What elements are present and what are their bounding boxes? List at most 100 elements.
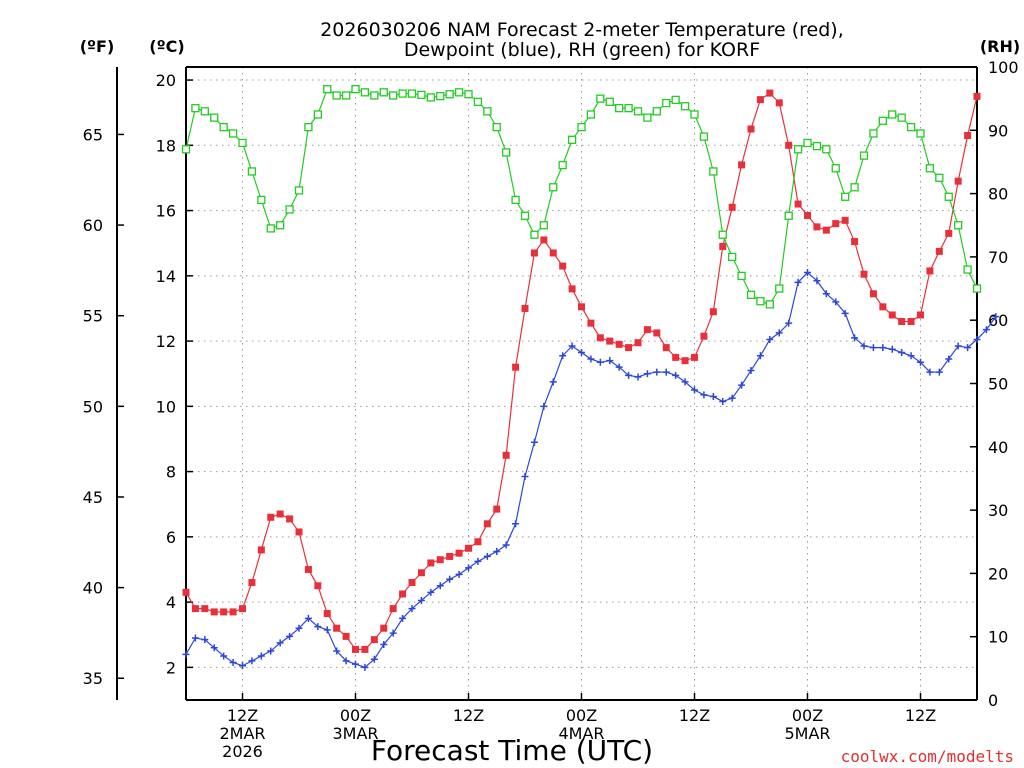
x-axis-tick-label: 2MAR (219, 724, 265, 743)
data-point (793, 145, 803, 154)
data-point (540, 236, 548, 244)
data-point (512, 363, 520, 371)
data-point (182, 650, 190, 658)
data-point (257, 195, 266, 205)
data-point (493, 505, 501, 513)
data-point (379, 88, 388, 97)
data-point (643, 370, 651, 378)
data-point (521, 304, 529, 312)
data-point (653, 329, 661, 337)
data-point (220, 608, 228, 616)
data-point (520, 211, 530, 220)
data-point (897, 113, 906, 122)
data-point (804, 269, 811, 277)
data-point (756, 297, 765, 306)
celsius-tick-label: 18 (156, 136, 176, 155)
data-point (803, 138, 812, 148)
data-point (228, 129, 238, 138)
data-point (182, 588, 190, 596)
data-point (314, 582, 322, 590)
data-point (813, 277, 821, 285)
data-point (191, 634, 199, 642)
data-point (294, 186, 304, 195)
data-point (832, 298, 840, 306)
data-point (813, 223, 821, 231)
data-point (323, 610, 331, 618)
data-point (219, 122, 228, 132)
data-point (333, 647, 341, 655)
data-point (568, 285, 576, 293)
data-point (879, 303, 887, 311)
data-point (238, 138, 247, 148)
data-point (973, 92, 981, 100)
celsius-tick-label: 6 (166, 528, 176, 547)
data-point (700, 391, 708, 399)
data-point (323, 85, 332, 94)
data-point (549, 378, 557, 386)
data-point (210, 608, 218, 616)
data-point (426, 93, 435, 102)
data-point (784, 211, 793, 220)
data-point (436, 582, 444, 590)
data-point (341, 91, 351, 100)
data-point (672, 353, 680, 361)
source-credit: coolwx.com/modelts (841, 747, 1014, 766)
rh-tick-label: 20 (988, 564, 1008, 583)
data-point (483, 520, 491, 528)
data-point (473, 97, 483, 106)
data-point (201, 636, 209, 644)
chart-title-line2: Dewpoint (blue), RH (green) for KORF (404, 39, 760, 61)
data-point (964, 132, 972, 140)
data-point (267, 513, 275, 521)
data-point (446, 552, 454, 560)
x-axis-tick-label: 12Z (227, 706, 258, 725)
fahrenheit-tick-label: 45 (83, 488, 103, 507)
data-point (719, 397, 727, 405)
rh-tick-label: 90 (988, 121, 1008, 140)
celsius-tick-label: 10 (156, 397, 176, 416)
data-point (286, 632, 294, 640)
data-point (851, 334, 859, 342)
chart-title-line1: 2026030206 NAM Forecast 2-meter Temperat… (320, 19, 844, 41)
data-point (738, 161, 746, 169)
data-point (380, 641, 388, 649)
data-point (794, 278, 802, 286)
data-point (502, 541, 510, 549)
data-point (662, 344, 670, 352)
data-point (586, 110, 596, 119)
data-point (323, 626, 331, 634)
data-point (220, 652, 228, 660)
data-point (285, 205, 294, 214)
data-point (333, 624, 341, 632)
data-point (898, 318, 906, 326)
data-point (605, 97, 614, 106)
data-point (963, 265, 972, 274)
rh-tick-label: 50 (988, 375, 1008, 394)
data-point (982, 326, 990, 334)
data-point (539, 221, 548, 230)
data-point (200, 107, 209, 116)
data-point (841, 309, 849, 317)
data-point (436, 556, 444, 564)
data-point (625, 371, 633, 379)
data-point (370, 636, 378, 644)
data-point (483, 552, 491, 560)
data-point (700, 332, 708, 340)
data-point (407, 89, 417, 98)
data-point (822, 226, 830, 234)
data-point (248, 579, 256, 587)
data-point (454, 88, 464, 97)
celsius-tick-label: 14 (156, 267, 176, 286)
data-point (775, 99, 783, 107)
data-point (643, 113, 652, 122)
data-point (634, 373, 642, 381)
data-point (465, 544, 472, 552)
celsius-unit-label: (ºC) (149, 37, 184, 56)
x-axis-tick-label: 12Z (905, 706, 936, 725)
celsius-tick-label: 12 (156, 332, 176, 351)
x-axis-tick-label: 2026 (222, 742, 263, 761)
grid-lines (186, 67, 977, 700)
data-point (398, 89, 407, 98)
data-point (709, 167, 718, 176)
